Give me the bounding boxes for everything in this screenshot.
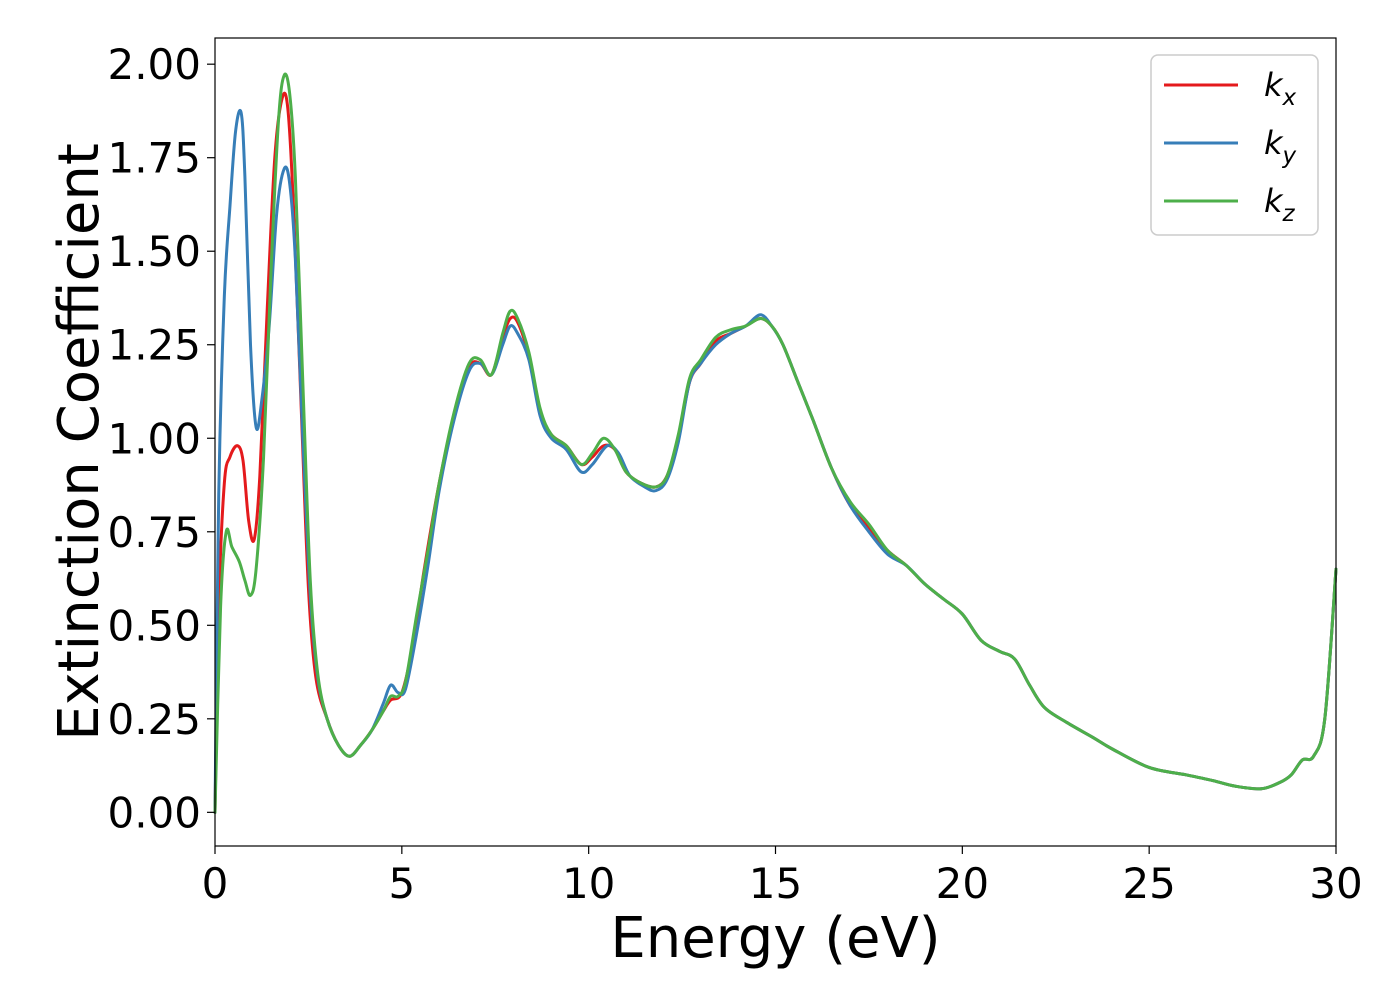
y-tick-label: 1.00 xyxy=(107,414,201,463)
x-tick-label: 20 xyxy=(936,859,989,908)
y-tick-label: 0.50 xyxy=(107,601,201,650)
y-tick-label: 0.25 xyxy=(107,695,201,744)
y-tick-label: 1.75 xyxy=(107,134,201,183)
y-tick-label: 1.50 xyxy=(107,227,201,276)
y-tick-label: 2.00 xyxy=(107,40,201,89)
x-tick-label: 25 xyxy=(1122,859,1175,908)
y-axis-title: Extinction Coefficient xyxy=(47,143,112,741)
series-line-k-z xyxy=(213,72,1338,814)
legend-label-k-x: kx xyxy=(1264,66,1297,111)
x-tick-label: 0 xyxy=(202,859,229,908)
x-tick-label: 10 xyxy=(562,859,615,908)
series-layer xyxy=(213,72,1338,814)
x-tick-label: 15 xyxy=(749,859,802,908)
legend-box xyxy=(1150,54,1319,236)
x-tick-label: 5 xyxy=(388,859,415,908)
y-axis: 0.00 0.25 0.50 0.75 1.00 1.25 1.50 1.75 2.00 xyxy=(107,40,215,837)
x-tick-label: 30 xyxy=(1309,859,1362,908)
x-axis-title: Energy (eV) xyxy=(610,906,940,971)
legend-label-k-y: ky xyxy=(1264,124,1297,169)
y-tick-label: 0.75 xyxy=(107,508,201,557)
y-tick-label: 0.00 xyxy=(107,788,201,837)
x-axis: 0 5 10 15 20 25 30 xyxy=(202,846,1363,908)
legend-label-k-z: kz xyxy=(1264,182,1296,227)
y-tick-label: 1.25 xyxy=(107,321,201,370)
legend: kx ky kz xyxy=(1150,54,1319,236)
